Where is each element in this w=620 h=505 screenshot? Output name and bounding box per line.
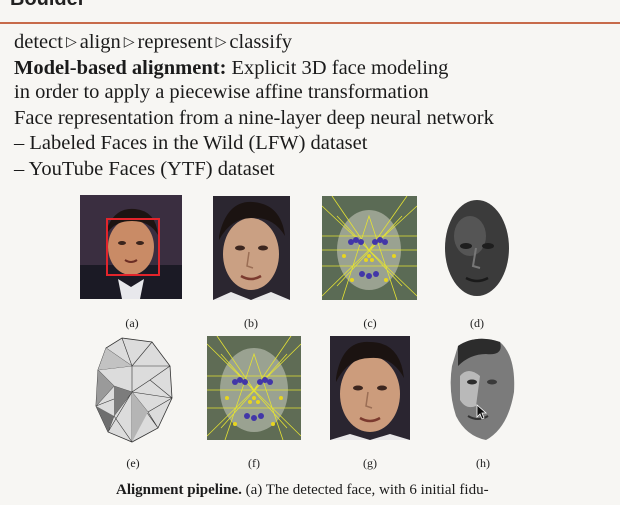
pipeline-line: detect ▷ align ▷ represent ▷ classify <box>14 30 292 55</box>
figure-a-label: (a) <box>125 316 139 330</box>
figure-e-label: (e) <box>126 456 140 470</box>
figure-b-cropped-face <box>213 196 290 300</box>
figure-caption-text: (a) The detected face, with 6 initial fi… <box>245 482 489 498</box>
figure-c-fiducial-points <box>322 196 417 300</box>
figure-caption: Alignment pipeline. (a) The detected fac… <box>116 482 489 499</box>
header-title: Boulder <box>10 0 86 11</box>
triangle-icon: ▷ <box>123 35 135 50</box>
figure-d-label: (d) <box>470 316 484 330</box>
figure-a-detected-face <box>80 195 182 299</box>
figure-g-frontalized-face <box>330 336 410 440</box>
alignment-line: Model-based alignment: Explicit 3D face … <box>14 56 448 80</box>
representation-text: Face representation from a nine-layer de… <box>14 107 494 129</box>
alignment-lead: Model-based alignment: <box>14 57 227 79</box>
figure-f-landmark-mesh <box>207 336 301 440</box>
header-rule <box>0 22 620 24</box>
figure-h-label: (h) <box>476 456 490 470</box>
triangle-icon: ▷ <box>215 35 227 50</box>
figure-b-label: (b) <box>244 316 258 330</box>
alignment-text-2: in order to apply a piecewise affine tra… <box>14 81 429 103</box>
triangle-icon: ▷ <box>65 35 77 50</box>
pipeline-step-represent: represent <box>137 31 213 53</box>
figure-e-triangle-mesh <box>95 337 173 443</box>
dataset-ytf: – YouTube Faces (YTF) dataset <box>14 158 275 180</box>
alignment-text: Explicit 3D face modeling <box>231 57 449 79</box>
figure-caption-lead: Alignment pipeline. <box>116 482 242 498</box>
pipeline-step-classify: classify <box>229 31 293 53</box>
figure-f-label: (f) <box>248 456 260 470</box>
figure-c-label: (c) <box>363 316 377 330</box>
figure-g-label: (g) <box>363 456 377 470</box>
dataset-lfw: – Labeled Faces in the Wild (LFW) datase… <box>14 132 368 154</box>
figure-h-rendered-face <box>450 338 515 440</box>
pipeline-step-detect: detect <box>14 31 63 53</box>
pipeline-step-align: align <box>79 31 121 53</box>
mouse-cursor-icon <box>476 404 488 420</box>
figure-d-3d-shape <box>440 196 514 300</box>
